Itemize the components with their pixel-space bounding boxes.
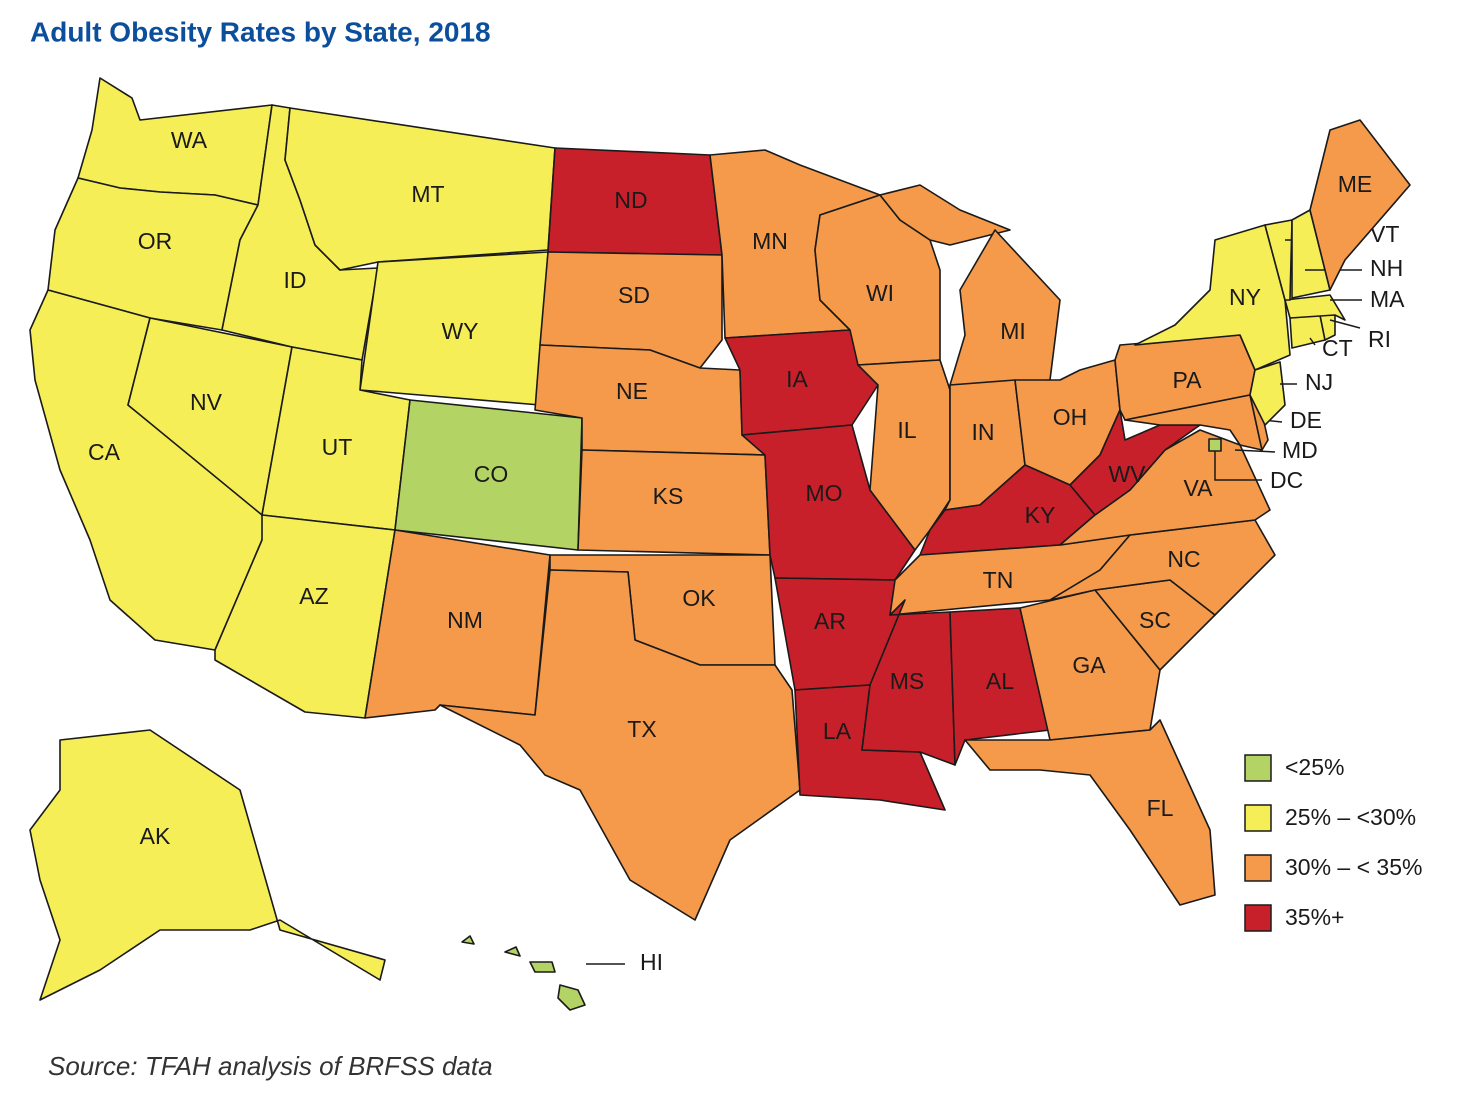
state-label: SC xyxy=(1139,607,1171,633)
leader-line xyxy=(1329,319,1361,329)
state xyxy=(461,935,475,945)
state xyxy=(529,961,556,973)
state xyxy=(1049,519,1276,616)
state xyxy=(1284,294,1346,321)
leader-line xyxy=(1214,451,1262,481)
state-label: OR xyxy=(138,228,173,254)
leader-line xyxy=(1309,337,1316,346)
state xyxy=(439,569,801,921)
state-label: WI xyxy=(866,280,894,306)
state-label: SD xyxy=(618,282,650,308)
state-label: AZ xyxy=(299,583,328,609)
state-label: AK xyxy=(140,823,171,849)
state-label: KS xyxy=(653,483,684,509)
source-note: Source: TFAH analysis of BRFSS data xyxy=(48,1051,493,1081)
state-label: TN xyxy=(983,567,1014,593)
legend-swatch xyxy=(1244,904,1272,932)
state-label: MD xyxy=(1282,437,1318,463)
state-label: WY xyxy=(441,318,478,344)
legend-swatch xyxy=(1244,804,1272,832)
legend-label: 35%+ xyxy=(1285,904,1344,930)
state-label: WA xyxy=(171,127,208,153)
state-label: IN xyxy=(972,419,995,445)
state-label: GA xyxy=(1072,652,1106,678)
state-label: CA xyxy=(88,439,121,465)
state-label: IL xyxy=(897,417,916,443)
state-label: DC xyxy=(1270,467,1303,493)
legend-label: <25% xyxy=(1285,754,1344,780)
state xyxy=(1069,409,1201,516)
state-label: ND xyxy=(614,187,647,213)
state-label: TX xyxy=(627,716,656,742)
state-label: NH xyxy=(1370,255,1403,281)
state xyxy=(557,984,586,1011)
state-label: NC xyxy=(1167,546,1200,572)
state-label: FL xyxy=(1147,795,1174,821)
state-label: MN xyxy=(752,228,788,254)
state-label: MA xyxy=(1370,286,1405,312)
state-label: IA xyxy=(786,366,808,392)
state-label: HI xyxy=(640,949,663,975)
legend-swatch xyxy=(1244,854,1272,882)
state xyxy=(504,946,521,957)
state-label: CO xyxy=(474,461,509,487)
state-label: MS xyxy=(890,668,925,694)
legend-swatch xyxy=(1244,754,1272,782)
legend: <25% 25% – <30% 30% – < 35% 35%+ xyxy=(1244,754,1422,932)
state-label: KY xyxy=(1025,502,1056,528)
legend-label: 25% – <30% xyxy=(1285,804,1416,830)
legend-label: 30% – < 35% xyxy=(1285,854,1422,880)
leader-line xyxy=(1234,449,1276,453)
state xyxy=(1309,119,1411,291)
state-label: ID xyxy=(284,267,307,293)
state-label: PA xyxy=(1173,367,1203,393)
state-label: NV xyxy=(190,389,223,415)
state-label: OK xyxy=(682,585,716,611)
state-label: NJ xyxy=(1305,369,1333,395)
state xyxy=(949,229,1061,386)
state-label: NE xyxy=(616,378,648,404)
state-label: WV xyxy=(1108,461,1146,487)
state-label: MO xyxy=(805,480,842,506)
state xyxy=(29,729,386,1001)
state-label: VA xyxy=(1184,475,1214,501)
state xyxy=(879,184,1011,246)
state-label: LA xyxy=(823,718,852,744)
state-label: NY xyxy=(1229,284,1261,310)
state-label: NM xyxy=(447,607,483,633)
state-label: DE xyxy=(1290,407,1322,433)
states: WA OR CA NV ID MT WY UT CO AZ NM ND SD NE KS OK TX MN IA MO… xyxy=(29,77,1411,1011)
state-label: RI xyxy=(1368,326,1391,352)
state-label: AL xyxy=(986,668,1014,694)
state-label: ME xyxy=(1338,171,1373,197)
map-title: Adult Obesity Rates by State, 2018 xyxy=(30,16,491,47)
state xyxy=(964,719,1216,906)
state xyxy=(949,607,1051,766)
state xyxy=(1208,438,1222,452)
state-label: MT xyxy=(411,181,444,207)
state xyxy=(1289,314,1326,349)
state-label: UT xyxy=(322,434,353,460)
state-label: MI xyxy=(1000,318,1026,344)
state-label: AR xyxy=(814,608,846,634)
state-label: OH xyxy=(1053,404,1088,430)
state xyxy=(1249,361,1286,426)
